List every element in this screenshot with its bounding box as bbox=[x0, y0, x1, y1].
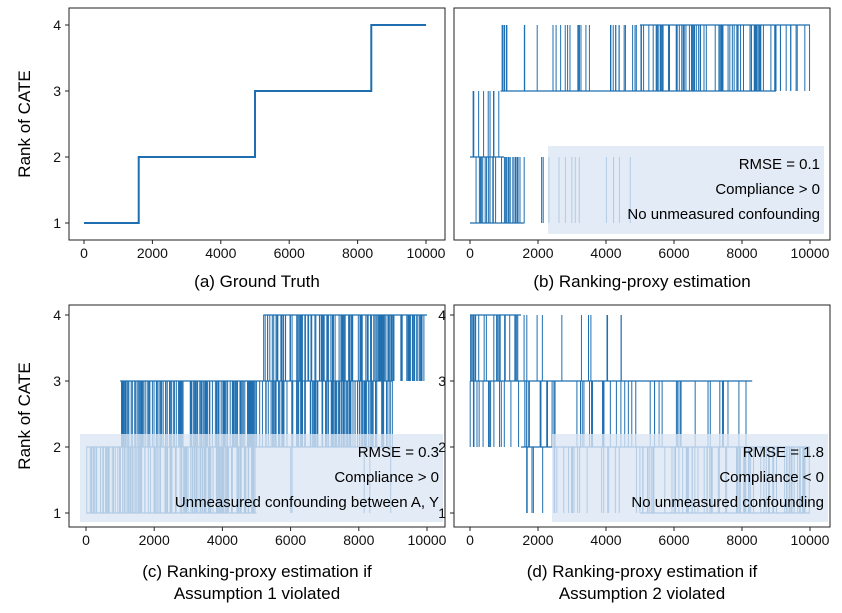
x-tick-label: 6000 bbox=[275, 532, 306, 548]
x-tick-label: 4000 bbox=[590, 532, 621, 548]
y-tick-label: 3 bbox=[53, 83, 61, 99]
x-tick-label: 10000 bbox=[791, 245, 830, 261]
panel-b bbox=[453, 7, 831, 241]
annotation-text: Unmeasured confounding between A, Y bbox=[175, 494, 439, 511]
y-tick-label: 2 bbox=[53, 149, 61, 165]
annotation-text: Compliance < 0 bbox=[719, 469, 824, 486]
x-tick-label: 2000 bbox=[137, 245, 168, 261]
data-marks bbox=[84, 24, 426, 224]
x-tick-label: 0 bbox=[466, 532, 474, 548]
panel-caption: (a) Ground Truth bbox=[194, 272, 320, 291]
y-tick-label: 3 bbox=[438, 373, 446, 389]
panel-caption: Assumption 2 violated bbox=[559, 584, 725, 603]
panel-a bbox=[68, 7, 446, 241]
panel-d bbox=[453, 304, 831, 528]
panel-caption: (d) Ranking-proxy estimation if bbox=[527, 562, 758, 581]
annotation-text: No unmeasured confounding bbox=[631, 494, 824, 511]
x-tick-label: 10000 bbox=[407, 245, 446, 261]
annotation-text: No unmeasured confounding bbox=[627, 206, 820, 223]
plot-frame bbox=[453, 7, 831, 241]
plot-frame bbox=[453, 304, 831, 528]
plot-frame bbox=[68, 7, 446, 241]
x-tick-label: 10000 bbox=[408, 532, 447, 548]
annotation-text: RMSE = 0.3 bbox=[358, 444, 439, 461]
annotation-text: Compliance > 0 bbox=[334, 469, 439, 486]
x-tick-label: 10000 bbox=[791, 532, 830, 548]
plot-frame bbox=[68, 304, 446, 528]
y-tick-label: 3 bbox=[53, 373, 61, 389]
x-tick-label: 4000 bbox=[207, 532, 238, 548]
x-tick-label: 8000 bbox=[343, 532, 374, 548]
series-line-rank bbox=[84, 24, 426, 224]
panel-caption: (b) Ranking-proxy estimation bbox=[533, 272, 750, 291]
data-marks bbox=[470, 24, 811, 224]
x-tick-label: 8000 bbox=[726, 245, 757, 261]
x-tick-label: 6000 bbox=[658, 532, 689, 548]
panel-caption: (c) Ranking-proxy estimation if bbox=[142, 562, 372, 581]
x-tick-label: 8000 bbox=[342, 245, 373, 261]
annotation-box bbox=[80, 434, 443, 522]
annotation-text: RMSE = 0.1 bbox=[739, 156, 820, 173]
x-tick-label: 6000 bbox=[658, 245, 689, 261]
y-tick-label: 1 bbox=[438, 505, 446, 521]
y-tick-label: 4 bbox=[53, 17, 61, 33]
annotation-text: RMSE = 1.8 bbox=[743, 444, 824, 461]
y-axis-label: Rank of CATE bbox=[15, 362, 34, 469]
x-tick-label: 2000 bbox=[522, 532, 553, 548]
x-tick-label: 0 bbox=[82, 532, 90, 548]
x-tick-label: 8000 bbox=[726, 532, 757, 548]
annotation-box bbox=[552, 434, 828, 522]
x-tick-label: 2000 bbox=[139, 532, 170, 548]
x-tick-label: 2000 bbox=[522, 245, 553, 261]
y-tick-label: 2 bbox=[53, 439, 61, 455]
y-tick-label: 4 bbox=[53, 307, 61, 323]
x-tick-label: 6000 bbox=[274, 245, 305, 261]
y-tick-label: 1 bbox=[53, 215, 61, 231]
y-axis-label: Rank of CATE bbox=[15, 70, 34, 177]
y-tick-label: 1 bbox=[53, 505, 61, 521]
annotation-text: Compliance > 0 bbox=[715, 181, 820, 198]
annotation-box bbox=[548, 146, 824, 234]
y-tick-label: 2 bbox=[438, 439, 446, 455]
panel-c bbox=[68, 304, 446, 528]
x-tick-label: 4000 bbox=[590, 245, 621, 261]
x-tick-label: 4000 bbox=[205, 245, 236, 261]
x-tick-label: 0 bbox=[466, 245, 474, 261]
panel-caption: Assumption 1 violated bbox=[174, 584, 340, 603]
y-tick-label: 4 bbox=[438, 307, 446, 323]
x-tick-label: 0 bbox=[80, 245, 88, 261]
